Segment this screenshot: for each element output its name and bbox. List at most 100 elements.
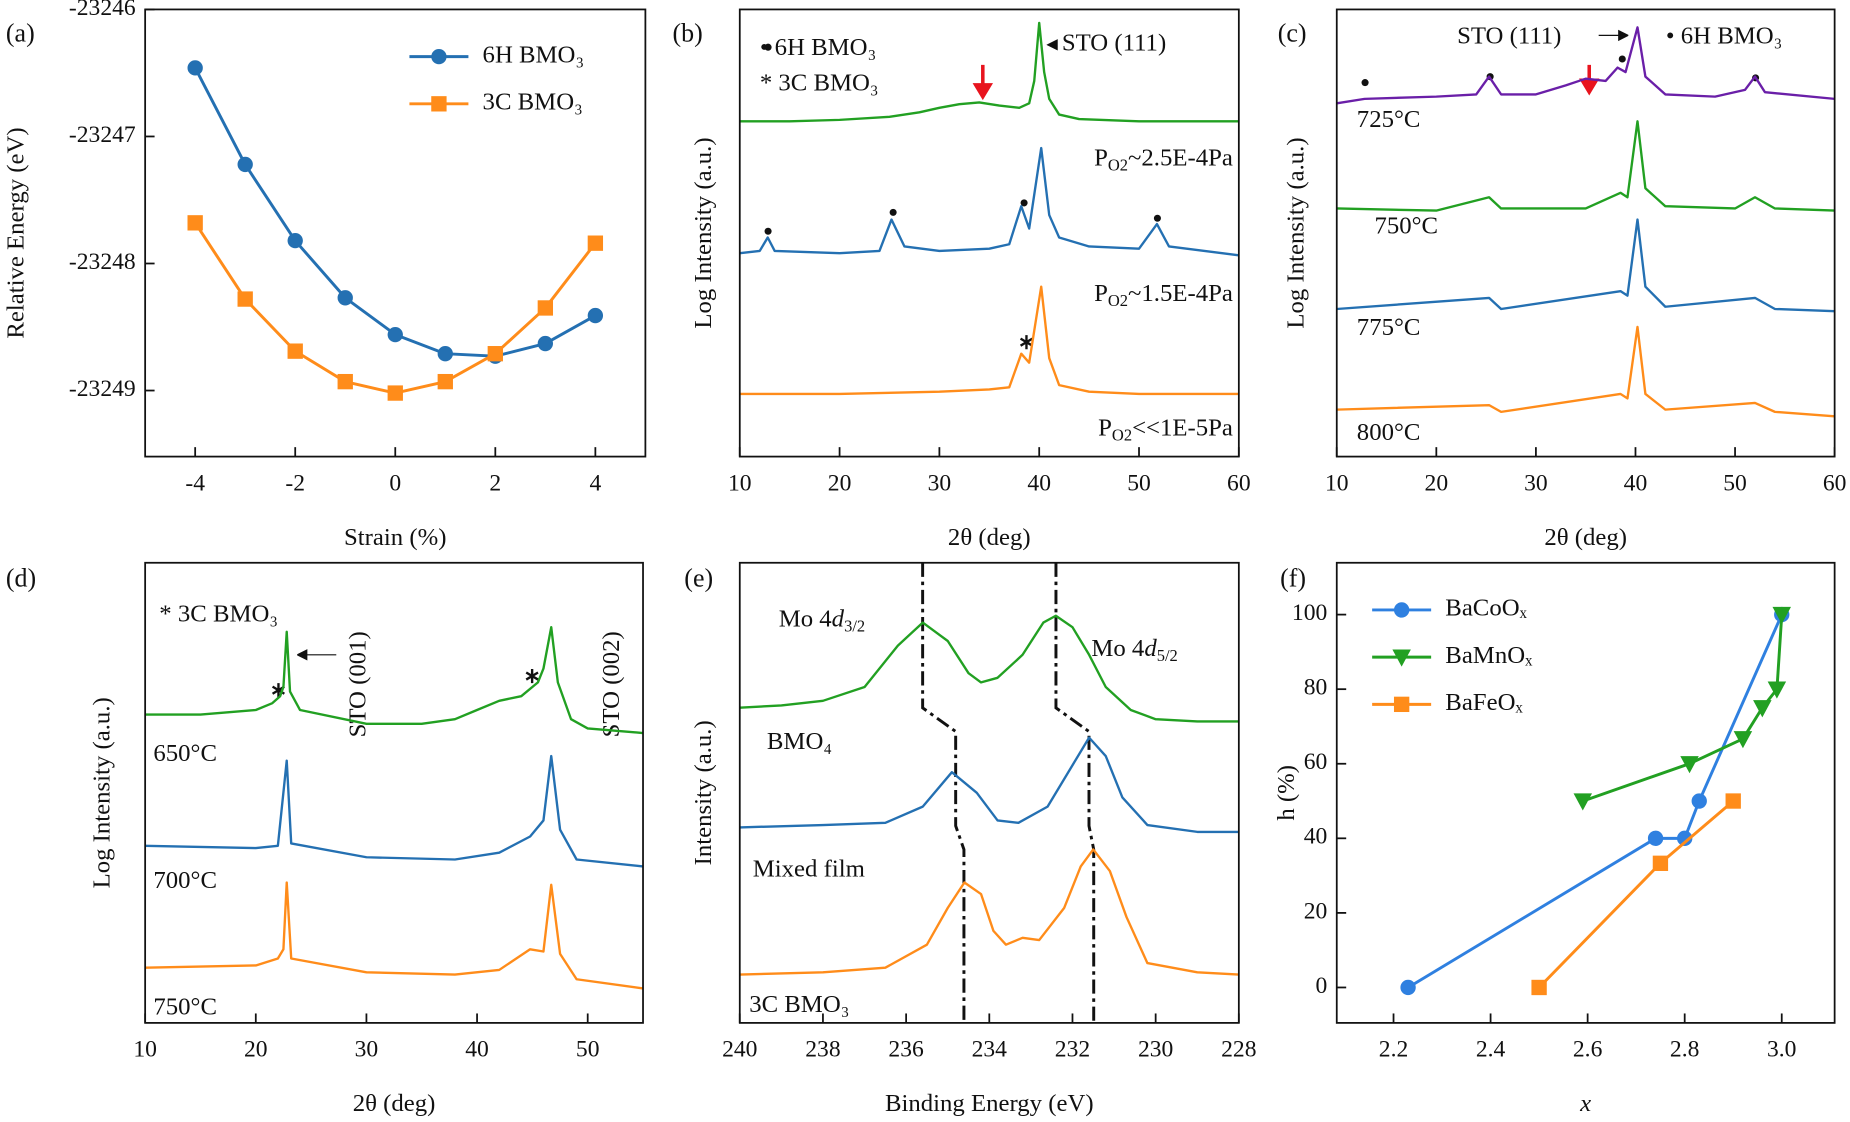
y-tick-label: -23246 [69, 0, 136, 21]
x-axis-label: 2θ (deg) [353, 1090, 436, 1117]
y-axis-label: h (%) [1273, 765, 1300, 821]
marker [437, 373, 453, 390]
x-axis-label: 2θ (deg) [1544, 524, 1627, 551]
x-tick-label: 50 [1723, 470, 1747, 496]
x-tick-label: 20 [828, 470, 852, 496]
series-line [193, 222, 597, 395]
annotation: 650°C [153, 740, 217, 767]
annotation: 775°C [1357, 314, 1421, 341]
series-line [1336, 218, 1835, 313]
marker [387, 385, 403, 401]
marker [187, 215, 203, 231]
x-tick-label: 50 [576, 1037, 600, 1063]
x-tick-label: 40 [465, 1037, 489, 1063]
y-axis-label: Log Intensity (a.u.) [690, 137, 717, 328]
annotation-part: d [1144, 635, 1157, 662]
x-axis-label: 2θ (deg) [948, 524, 1031, 551]
annotation: 800°C [1357, 419, 1421, 446]
marker [1680, 756, 1699, 774]
panel-label: (a) [6, 18, 35, 47]
guide-line [1054, 562, 1096, 1023]
x-tick-label: 10 [1325, 470, 1349, 496]
marker [1652, 855, 1669, 871]
annotation: • 6H BMO₃ [760, 34, 876, 61]
series-line [145, 881, 644, 990]
y-axis-label: Relative Energy (eV) [2, 127, 29, 338]
x-tick-label: 236 [888, 1037, 924, 1063]
y-tick-label: 0 [1316, 973, 1328, 999]
x-tick-label: 240 [722, 1037, 757, 1063]
annotation-part: O2 [1108, 155, 1128, 174]
red-arrow [972, 64, 994, 101]
panel-label: (d) [6, 563, 36, 592]
annotation-part: P [1098, 414, 1112, 441]
annotation: STO (111) [1457, 22, 1561, 49]
x-tick-label: 30 [1524, 470, 1548, 496]
plot-frame [144, 561, 644, 1024]
x-tick-label: 2.6 [1573, 1037, 1603, 1063]
panel-label: (e) [684, 563, 713, 592]
x-tick-label: 234 [972, 1037, 1008, 1063]
arrow [1046, 39, 1058, 51]
annotation-part: ~1.5E-4Pa [1128, 280, 1233, 307]
series-line [1582, 614, 1784, 803]
annotation-part: Mo 4 [1091, 635, 1144, 662]
marker [537, 300, 554, 316]
marker [1392, 649, 1411, 667]
x-tick-label: -2 [285, 470, 305, 496]
marker [431, 96, 447, 112]
annotation-part: Mo 4 [779, 605, 832, 632]
marker [1753, 700, 1772, 718]
x-axis-label: Binding Energy (eV) [885, 1090, 1094, 1117]
marker [337, 373, 353, 390]
series-line [739, 285, 1239, 396]
x-tick-label: 50 [1127, 470, 1151, 496]
annotation-part: O2 [1108, 291, 1128, 310]
x-tick-label: 3.0 [1767, 1037, 1796, 1063]
annotation: * 3C BMO₃ [159, 601, 278, 628]
plot-frame [1335, 8, 1836, 458]
annotation-part: P [1094, 280, 1108, 307]
panel-label: (c) [1278, 18, 1307, 47]
series-line [1336, 26, 1835, 105]
series-line [145, 626, 644, 735]
y-axis-label: Log Intensity (a.u.) [1283, 137, 1310, 328]
asterisk [271, 668, 539, 698]
marker [287, 232, 303, 249]
x-tick-label: 2.4 [1476, 1037, 1506, 1063]
x-tick-label: 4 [589, 470, 601, 496]
annotation: 750°C [1375, 212, 1439, 239]
annotation: 700°C [153, 867, 217, 894]
marker [337, 290, 353, 306]
plot-frame [1335, 561, 1836, 1024]
annotation-part: 3/2 [844, 616, 865, 635]
x-tick-label: 40 [1624, 470, 1648, 496]
annotation-part: ~2.5E-4Pa [1128, 144, 1233, 171]
annotation: • 6H BMO₃ [1666, 22, 1782, 49]
series-line [1336, 325, 1835, 418]
arrow [1598, 29, 1629, 42]
guide-line [921, 562, 966, 1023]
marker [1400, 979, 1416, 996]
plot-frame [738, 8, 1240, 458]
x-tick-label: 60 [1823, 470, 1847, 496]
series-line [739, 21, 1239, 123]
series-line [1336, 120, 1835, 212]
x-axis-label: Strain (%) [344, 524, 446, 551]
marker [1691, 793, 1707, 809]
y-tick-label: -23247 [69, 122, 136, 148]
x-tick-label: 228 [1221, 1037, 1256, 1063]
marker [287, 343, 303, 359]
x-tick-label: 40 [1027, 470, 1051, 496]
annotation: Mo 4d5/2 [1091, 635, 1177, 665]
annotation-part: 5/2 [1157, 646, 1178, 665]
marker [237, 291, 253, 307]
marker [1767, 681, 1787, 699]
y-tick-label: -23248 [69, 249, 136, 275]
x-tick-label: 2.8 [1670, 1037, 1699, 1063]
panel-label: (f) [1280, 563, 1306, 592]
annotations: • 6H BMO₃ * 3C BMO₃ STO (111) PO2~2.5E-4… [153, 22, 1782, 1023]
x-tick-label: 10 [133, 1037, 157, 1063]
annotation: * 3C BMO₃ [760, 70, 879, 97]
y-axis-label: Log Intensity (a.u.) [89, 697, 116, 888]
